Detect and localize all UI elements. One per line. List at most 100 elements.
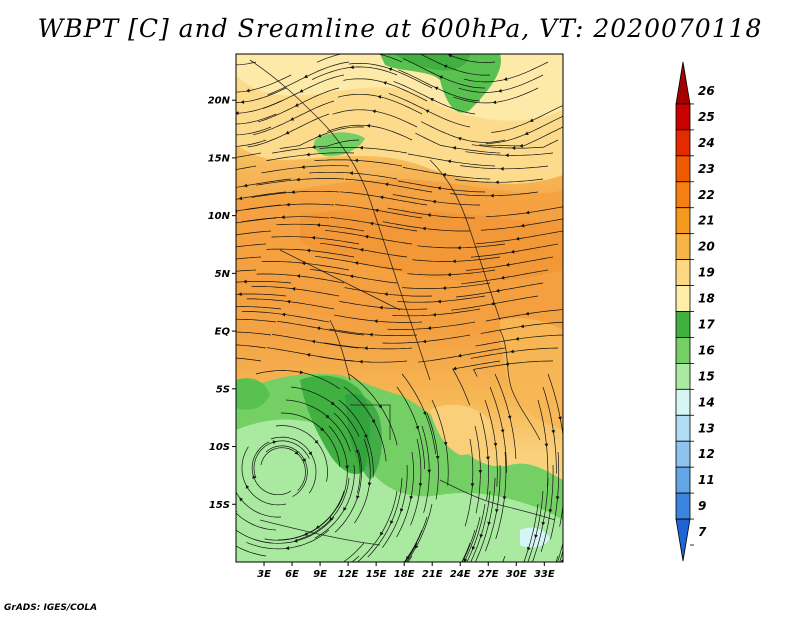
streamline (489, 386, 507, 473)
streamline-arrow (317, 133, 322, 138)
streamline-arrow (438, 75, 443, 80)
streamline-arrow (415, 425, 420, 430)
streamline (275, 425, 328, 482)
streamline-arrow (502, 496, 507, 500)
colorbar-label: 9 (698, 499, 706, 513)
streamline (557, 542, 563, 562)
streamline-arrow (427, 213, 431, 218)
streamline (265, 445, 308, 497)
streamline-arrow (238, 292, 242, 297)
streamline (502, 555, 506, 562)
colorbar-label: 13 (698, 421, 715, 435)
longitude-axis: 3E 6E 9E 12E 15E 18E 21E 24E 27E 30E 33E (257, 562, 555, 580)
streamline (392, 308, 481, 317)
streamline-arrow (510, 249, 515, 254)
streamline (236, 318, 277, 323)
streamline (480, 321, 563, 334)
colorbar-segment (675, 155, 691, 183)
streamline-arrow (238, 196, 243, 201)
streamline (388, 93, 471, 128)
streamline-arrow (208, 272, 212, 276)
streamline-arrow (371, 419, 375, 424)
streamline-arrow (367, 482, 372, 487)
lat-tick-label: 20N (208, 96, 231, 107)
streamline (461, 269, 549, 285)
streamline (466, 256, 554, 271)
streamline (344, 287, 433, 297)
streamline-arrow (356, 50, 360, 54)
streamline-arrow (495, 180, 499, 185)
lat-tick-label: EQ (215, 327, 231, 338)
streamline-arrow (354, 261, 359, 266)
streamline (461, 542, 471, 562)
streamline-arrow (308, 451, 312, 456)
streamline (466, 503, 486, 562)
streamline-arrow (435, 455, 440, 460)
streamline-arrow (291, 190, 295, 195)
streamline (251, 190, 340, 198)
lon-tick-label: 12E (338, 569, 359, 580)
streamline (555, 555, 559, 562)
streamline-arrow (213, 355, 217, 359)
streamline-arrow (306, 248, 311, 253)
streamline (474, 425, 481, 514)
streamline (343, 78, 428, 102)
colorbar-label: 23 (698, 162, 715, 176)
lon-tick-label: 9E (313, 569, 327, 580)
streamline (325, 229, 413, 245)
streamline-arrow (492, 100, 497, 105)
grads-credit: GrADS: IGES/COLA (4, 603, 98, 613)
colorbar-segment (675, 311, 691, 338)
streamline (348, 373, 398, 446)
streamline (343, 386, 387, 462)
streamline-arrow (520, 223, 525, 228)
lat-tick-label: 5N (215, 269, 231, 280)
streamline-arrow (243, 183, 248, 188)
streamline-arrow (429, 98, 434, 102)
streamline-arrow (315, 525, 320, 529)
streamline-arrow (505, 153, 509, 158)
streamline (456, 282, 544, 298)
streamline-arrow (325, 414, 330, 419)
streamline-arrow (293, 538, 298, 543)
streamline-arrow (478, 470, 483, 474)
streamline-arrow (452, 259, 456, 264)
streamline (485, 464, 501, 552)
streamline (333, 412, 361, 494)
streamline (324, 342, 413, 350)
colorbar-label: 12 (698, 447, 715, 461)
streamline-arrow (349, 171, 354, 176)
streamline (474, 477, 496, 562)
streamline (236, 178, 292, 188)
streamline-arrow (345, 465, 349, 470)
streamline-arrow (554, 572, 558, 576)
streamline (236, 113, 277, 125)
colorbar: 26 25 24 23 22 21 20 19 18 17 16 15 14 13 12 11 9 7 (675, 61, 715, 562)
streamline-arrow (544, 443, 549, 448)
streamline-arrow (329, 516, 334, 521)
streamline-arrow (442, 286, 446, 290)
lon-tick-label: 6E (285, 569, 299, 580)
streamline (348, 62, 433, 89)
streamline (470, 347, 559, 359)
streamline (236, 230, 272, 236)
streamline-arrow (299, 370, 304, 375)
streamline (261, 165, 350, 174)
streamline-arrow (281, 312, 286, 317)
streamline (396, 451, 414, 538)
colorbar-segment (675, 259, 691, 286)
colorbar-segment (675, 466, 691, 494)
streamline (236, 293, 287, 297)
streamline (463, 516, 481, 562)
streamline (266, 152, 355, 161)
streamline-arrow (519, 143, 523, 148)
streamline-arrow (399, 508, 404, 513)
map-frame (235, 53, 564, 563)
streamline (397, 180, 486, 193)
streamline-arrow (366, 123, 371, 128)
streamline (327, 124, 413, 141)
streamline (527, 490, 544, 562)
streamline (236, 344, 267, 349)
streamline-arrow (228, 524, 232, 528)
streamline-arrow (236, 209, 238, 213)
